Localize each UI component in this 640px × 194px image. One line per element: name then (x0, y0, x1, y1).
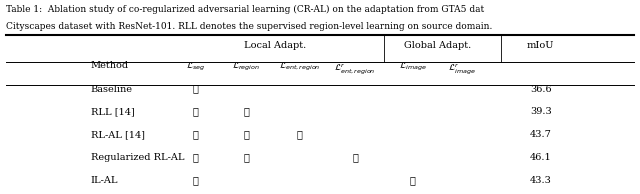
Text: Cityscapes dataset with ResNet-101. RLL denotes the supervised region-level lear: Cityscapes dataset with ResNet-101. RLL … (6, 22, 493, 31)
Text: Regularized RL-AL: Regularized RL-AL (91, 153, 184, 162)
Text: 43.3: 43.3 (530, 176, 552, 185)
Text: 39.3: 39.3 (530, 107, 552, 116)
Text: 46.1: 46.1 (530, 153, 552, 162)
Text: ✓: ✓ (192, 153, 198, 162)
Text: $\mathcal{L}^{r}_{ent,region}$: $\mathcal{L}^{r}_{ent,region}$ (335, 61, 376, 75)
Text: $\mathcal{L}_{seg}$: $\mathcal{L}_{seg}$ (186, 61, 205, 73)
Text: 36.6: 36.6 (530, 85, 552, 94)
Text: ✓: ✓ (410, 176, 416, 185)
Text: ✓: ✓ (352, 153, 358, 162)
Text: Method: Method (91, 61, 129, 70)
Text: mIoU: mIoU (527, 41, 554, 50)
Text: ✓: ✓ (243, 130, 250, 139)
Text: ✓: ✓ (243, 153, 250, 162)
Text: $\mathcal{L}_{region}$: $\mathcal{L}_{region}$ (232, 61, 260, 73)
Text: Baseline: Baseline (91, 85, 133, 94)
Text: 43.7: 43.7 (530, 130, 552, 139)
Text: ✓: ✓ (192, 85, 198, 94)
Text: $\mathcal{L}^{r}_{image}$: $\mathcal{L}^{r}_{image}$ (448, 61, 476, 75)
Text: $\mathcal{L}_{ent,region}$: $\mathcal{L}_{ent,region}$ (279, 61, 320, 73)
Text: RLL [14]: RLL [14] (91, 107, 134, 116)
Text: Table 1:  Ablation study of co-regularized adversarial learning (CR-AL) on the a: Table 1: Ablation study of co-regularize… (6, 5, 484, 14)
Text: Global Adapt.: Global Adapt. (404, 41, 471, 50)
Text: ✓: ✓ (192, 176, 198, 185)
Text: ✓: ✓ (243, 107, 250, 116)
Text: ✓: ✓ (192, 107, 198, 116)
Text: RL-AL [14]: RL-AL [14] (91, 130, 145, 139)
Text: Local Adapt.: Local Adapt. (244, 41, 307, 50)
Text: ✓: ✓ (192, 130, 198, 139)
Text: ✓: ✓ (296, 130, 303, 139)
Text: $\mathcal{L}_{image}$: $\mathcal{L}_{image}$ (399, 61, 427, 73)
Text: IL-AL: IL-AL (91, 176, 118, 185)
